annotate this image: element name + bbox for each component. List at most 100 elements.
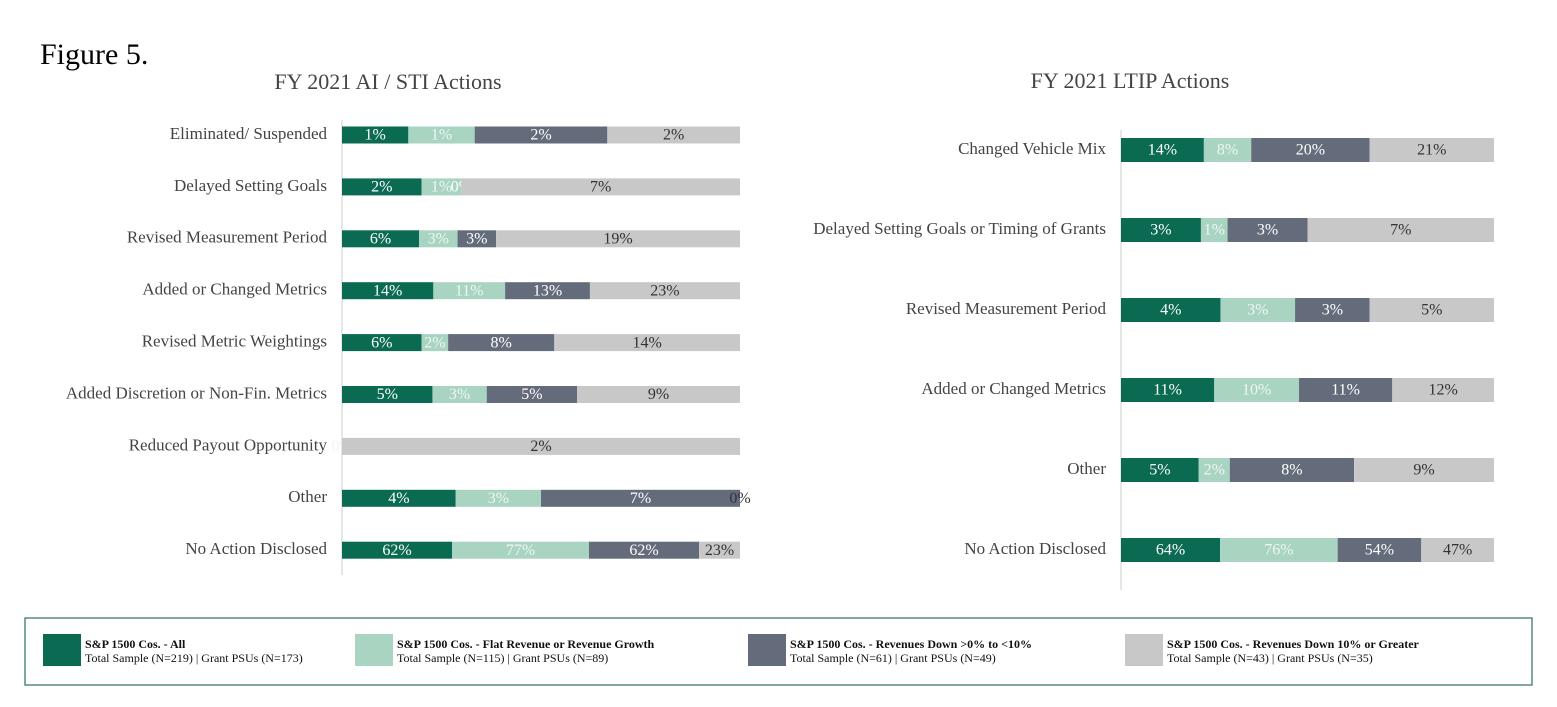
value-label: 3%: [1322, 302, 1343, 319]
bar-segment: [1121, 218, 1201, 242]
bar-segment: [1369, 138, 1494, 162]
bar-segment: [474, 126, 608, 144]
legend-note: Total Sample (N=61) | Grant PSUs (N=49): [790, 651, 996, 665]
bar-segment: [486, 386, 578, 403]
value-label: 20%: [1296, 142, 1325, 159]
value-label: 0%: [729, 490, 750, 507]
bar-segment: [1200, 218, 1228, 242]
category-label: Added or Changed Metrics: [921, 379, 1106, 398]
chart-title: FY 2021 AI / STI Actions: [274, 69, 501, 94]
bar-segment: [1220, 298, 1296, 322]
value-label: 3%: [488, 490, 509, 507]
bar-segment: [1354, 458, 1494, 482]
value-label: 9%: [648, 386, 669, 403]
bar-segment: [1214, 378, 1300, 402]
value-label: 2%: [424, 334, 445, 351]
legend-box: [24, 617, 1533, 686]
value-label: 21%: [1417, 142, 1446, 159]
bar-segment: [342, 386, 433, 403]
category-label: Revised Measurement Period: [127, 228, 328, 247]
value-label: 23%: [705, 542, 734, 559]
bar-segment: [541, 489, 740, 507]
bar-segment: [505, 282, 590, 300]
value-label: 1%: [1204, 222, 1225, 239]
value-label: 5%: [1421, 302, 1442, 319]
bar-segment: [1121, 298, 1221, 322]
value-label: 1%: [431, 179, 452, 196]
value-label: 3%: [449, 386, 470, 403]
bar-segment: [1295, 298, 1370, 322]
category-label: Changed Vehicle Mix: [958, 139, 1106, 158]
value-label: 7%: [630, 490, 651, 507]
legend-swatch: [355, 634, 393, 666]
category-label: Reduced Payout Opportunity: [129, 435, 328, 454]
value-label: 23%: [650, 282, 679, 299]
category-label: Added or Changed Metrics: [142, 280, 327, 299]
bar-segment: [448, 334, 555, 352]
bar-segment: [1203, 138, 1252, 162]
bar-segment: [342, 230, 420, 248]
bar-segment: [342, 126, 409, 144]
value-label: 2%: [530, 438, 551, 455]
bar-segment: [588, 541, 700, 559]
legend-swatch: [748, 634, 786, 666]
legend-note: Total Sample (N=43) | Grant PSUs (N=35): [1167, 651, 1373, 665]
bar-segment: [342, 178, 422, 196]
value-label: 5%: [521, 386, 542, 403]
value-label: 11%: [1153, 382, 1182, 399]
bar-segment: [1121, 378, 1215, 402]
value-label: 11%: [1331, 382, 1360, 399]
bar-segment: [461, 178, 740, 196]
bar-segment: [607, 126, 740, 144]
value-label: 3%: [428, 230, 449, 247]
bar-segment: [1251, 138, 1370, 162]
bar-segment: [433, 282, 506, 300]
value-label: 2%: [1204, 462, 1225, 479]
category-label: Revised Metric Weightings: [142, 332, 327, 351]
value-label: 7%: [590, 179, 611, 196]
value-label: 7%: [1390, 222, 1411, 239]
legend-label: S&P 1500 Cos. - All: [85, 637, 186, 651]
value-label: 47%: [1443, 542, 1472, 559]
value-label: 4%: [1160, 302, 1181, 319]
value-label: 12%: [1428, 382, 1457, 399]
chart-title: FY 2021 LTIP Actions: [1031, 68, 1230, 93]
bar-segment: [432, 386, 487, 403]
value-label: 4%: [388, 490, 409, 507]
bar-segment: [1392, 378, 1494, 402]
bar-segment: [1307, 218, 1494, 242]
bar-segment: [1299, 378, 1393, 402]
bar-segment: [496, 230, 740, 248]
value-label: 8%: [1281, 462, 1302, 479]
legend-label: S&P 1500 Cos. - Revenues Down >0% to <10…: [790, 637, 1032, 651]
value-label: 6%: [371, 334, 392, 351]
bar-segment: [1229, 458, 1355, 482]
category-label: Added Discretion or Non-Fin. Metrics: [66, 383, 327, 402]
value-label: 8%: [491, 334, 512, 351]
category-label: Other: [1067, 459, 1106, 478]
value-label: 5%: [1149, 462, 1170, 479]
value-label: 2%: [663, 127, 684, 144]
category-label: No Action Disclosed: [964, 539, 1106, 558]
bar-segment: [1121, 138, 1204, 162]
value-label: 9%: [1413, 462, 1434, 479]
value-label: 77%: [506, 542, 535, 559]
bar-segment: [699, 541, 740, 559]
value-label: 64%: [1156, 542, 1185, 559]
value-label: 76%: [1264, 542, 1293, 559]
legend-label: S&P 1500 Cos. - Revenues Down 10% or Gre…: [1167, 637, 1420, 651]
value-label: 11%: [455, 282, 484, 299]
bar-segment: [589, 282, 740, 300]
category-label: Eliminated/ Suspended: [170, 124, 328, 143]
legend-swatch: [43, 634, 81, 666]
bar-segment: [1421, 538, 1494, 562]
category-label: Delayed Setting Goals: [174, 176, 327, 195]
value-label: 3%: [1247, 302, 1268, 319]
bar-segment: [1227, 218, 1308, 242]
category-label: Delayed Setting Goals or Timing of Grant…: [813, 219, 1106, 238]
bar-segment: [421, 334, 449, 352]
bar-segment: [554, 334, 740, 352]
bar-segment: [457, 230, 497, 248]
bar-segment: [455, 489, 541, 507]
